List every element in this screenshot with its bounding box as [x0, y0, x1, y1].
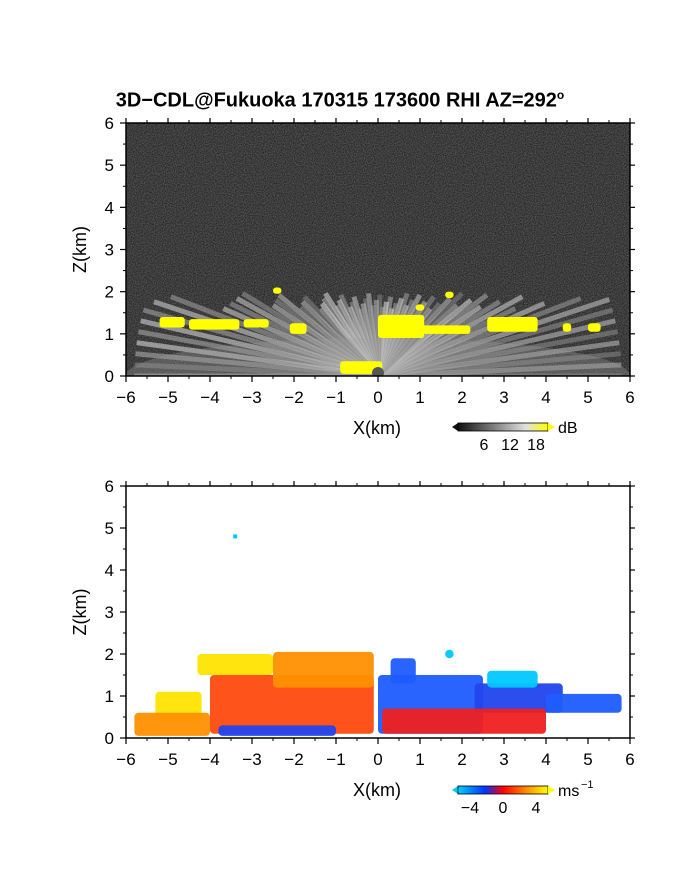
y-tick-label: 2: [105, 283, 114, 302]
velocity-region: [210, 675, 374, 734]
y-tick-label: 0: [105, 729, 114, 748]
x-tick-label: −4: [200, 388, 219, 407]
high-reflectivity-region: [289, 323, 307, 334]
y-tick-label: 5: [105, 519, 114, 538]
high-reflectivity-region: [562, 323, 572, 332]
colorbar-right-arrow: [548, 423, 555, 431]
velocity-region: [546, 693, 622, 713]
velocity-region: [382, 708, 546, 734]
high-reflectivity-region: [273, 287, 282, 294]
x-tick-label: 5: [583, 750, 592, 769]
high-reflectivity-region: [159, 316, 185, 328]
y-axis-label: Z(km): [70, 589, 90, 636]
y-tick-label: 4: [105, 561, 114, 580]
high-reflectivity-region: [243, 319, 269, 328]
figure-title-text: 3D−CDL@Fukuoka 170315 173600 RHI AZ=292: [115, 89, 557, 112]
y-axis-label: Z(km): [70, 226, 90, 273]
x-tick-label: 1: [415, 388, 424, 407]
radar-site: [372, 367, 384, 376]
low-level-echo: [126, 338, 630, 376]
y-tick-label: 6: [105, 114, 114, 133]
x-tick-label: 6: [625, 388, 634, 407]
colorbar-right-arrow: [548, 786, 555, 794]
velocity-point: [233, 534, 238, 539]
y-tick-label: 6: [105, 477, 114, 496]
x-tick-label: −3: [242, 388, 261, 407]
y-tick-label: 0: [105, 367, 114, 386]
x-tick-label: −6: [116, 750, 135, 769]
colorbar-unit-exponent: −1: [581, 779, 594, 791]
high-reflectivity-region: [420, 325, 471, 334]
x-tick-label: −1: [326, 750, 345, 769]
colorbar-tick-label: 4: [532, 800, 541, 817]
velocity-panel: −6 −5 −4 −3 −2 −1 0 1 2 3 4 5 6 0 1 2 3 4 5 6 X(km) Z(km) −4 0 4…: [70, 477, 635, 817]
reflectivity-field: [126, 123, 630, 376]
x-tick-label: −5: [158, 750, 177, 769]
x-tick-label: 2: [457, 750, 466, 769]
x-tick-label: 3: [499, 388, 508, 407]
colorbar-left-arrow: [452, 786, 458, 794]
x-tick-label: 0: [373, 388, 382, 407]
y-tick-label: 4: [105, 198, 114, 217]
y-tick-label: 1: [105, 687, 114, 706]
x-tick-label: −3: [242, 750, 261, 769]
velocity-region: [445, 649, 454, 659]
velocity-region: [487, 670, 538, 688]
colorbar-unit: ms: [558, 783, 579, 800]
y-tick-label: 3: [105, 603, 114, 622]
velocity-region: [273, 651, 374, 688]
x-tick-label: −6: [116, 388, 135, 407]
high-reflectivity-region: [189, 319, 240, 330]
colorbar: [457, 785, 549, 795]
x-tick-label: −5: [158, 388, 177, 407]
y-tick-label: 2: [105, 645, 114, 664]
colorbar-tick-label: 12: [501, 437, 519, 454]
high-reflectivity-region: [340, 361, 383, 374]
x-tick-label: −4: [200, 750, 219, 769]
x-tick-label: 1: [415, 750, 424, 769]
x-tick-label: 4: [541, 750, 550, 769]
velocity-region: [197, 654, 273, 675]
velocity-region: [474, 683, 563, 713]
colorbar-left-arrow: [452, 423, 458, 431]
x-tick-label: −2: [284, 388, 303, 407]
high-reflectivity-region: [487, 316, 538, 332]
x-axis-label: X(km): [353, 780, 401, 800]
velocity-field: [126, 486, 630, 738]
x-tick-label: −2: [284, 750, 303, 769]
high-reflectivity-region: [588, 323, 601, 332]
x-tick-label: 3: [499, 750, 508, 769]
colorbar-tick-label: −4: [461, 800, 479, 817]
high-reflectivity-region: [415, 304, 425, 311]
y-tick-label: 3: [105, 241, 114, 260]
colorbar-tick-label: 0: [499, 800, 508, 817]
x-tick-label: 2: [457, 388, 466, 407]
velocity-region: [218, 725, 336, 736]
velocity-region: [134, 712, 210, 736]
x-tick-label: 4: [541, 388, 550, 407]
velocity-region: [390, 658, 416, 684]
y-tick-label: 5: [105, 156, 114, 175]
degree-superscript: o: [556, 88, 565, 102]
x-tick-label: −1: [326, 388, 345, 407]
x-tick-label: 5: [583, 388, 592, 407]
x-tick-label: 0: [373, 750, 382, 769]
colorbar: [457, 422, 549, 432]
colorbar-tick-label: 18: [527, 437, 545, 454]
high-reflectivity-region: [445, 291, 454, 298]
x-axis-label: X(km): [353, 418, 401, 438]
x-tick-label: 6: [625, 750, 634, 769]
high-reflectivity-region: [378, 314, 425, 339]
y-tick-label: 1: [105, 325, 114, 344]
colorbar-tick-label: 6: [480, 437, 489, 454]
figure-title: 3D−CDL@Fukuoka 170315 173600 RHI AZ=292o: [0, 88, 680, 113]
colorbar-unit: dB: [558, 420, 578, 437]
